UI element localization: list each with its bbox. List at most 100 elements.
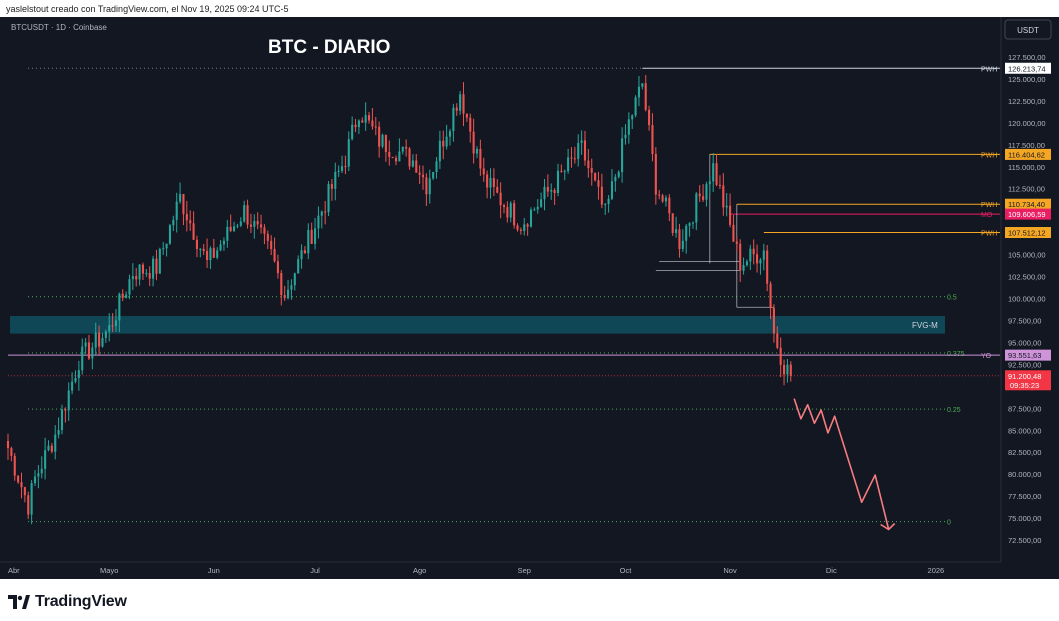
candle-down — [519, 229, 522, 232]
currency-button-label: USDT — [1017, 26, 1039, 35]
candle-up — [77, 370, 80, 379]
candle-down — [276, 261, 279, 274]
x-tick-label: Mayo — [100, 566, 118, 575]
y-tick-label: 127.500,00 — [1008, 53, 1046, 62]
candle-up — [54, 434, 57, 452]
candle-up — [199, 248, 202, 250]
candle-up — [145, 273, 148, 275]
candle-up — [631, 115, 634, 120]
price-tag-label: 126.213,74 — [1008, 64, 1046, 73]
candle-up — [610, 181, 614, 199]
time-axis[interactable]: Abr Mayo Jun Jul Ago Sep Oct Nov Dic 2026 — [8, 566, 944, 575]
candle-down — [270, 240, 273, 249]
candle-down — [597, 180, 600, 187]
candle-up — [691, 222, 694, 224]
candle-up — [567, 157, 570, 172]
candle-down — [671, 213, 674, 233]
projection-arrowhead — [880, 522, 896, 531]
candle-down — [185, 214, 188, 221]
candle-down — [405, 146, 408, 149]
attribution-text: yaslelstout creado con TradingView.com, … — [6, 4, 289, 14]
chart-frame: FVG-M 0.5 0.375 0.25 0 PWH PWH PWH MO PWH YO 72.5… — [0, 17, 1059, 579]
candle-up — [540, 199, 543, 207]
candlestick-chart[interactable]: FVG-M 0.5 0.375 0.25 0 PWH PWH PWH MO PWH YO 72.5… — [0, 17, 1059, 579]
price-axis-bg — [1001, 17, 1059, 579]
candle-down — [280, 273, 283, 296]
candle-down — [573, 158, 576, 160]
candle-up — [40, 468, 43, 474]
candle-up — [695, 193, 698, 223]
candle-down — [425, 177, 428, 195]
candle-down — [698, 193, 701, 197]
candle-down — [98, 332, 101, 347]
candle-up — [428, 178, 431, 195]
candle-down — [384, 134, 387, 152]
candle-up — [445, 136, 448, 147]
candle-up — [523, 224, 526, 232]
candle-down — [17, 475, 20, 483]
currency-button[interactable]: USDT — [1004, 19, 1052, 40]
candle-up — [222, 240, 225, 245]
fvg-zone-label: FVG-M — [912, 321, 938, 330]
candle-down — [263, 227, 266, 234]
candle-up — [172, 219, 175, 226]
candle-up — [364, 115, 367, 123]
candle-up — [37, 473, 40, 477]
candle-down — [260, 224, 263, 228]
countdown-label: 09:35:23 — [1010, 381, 1039, 390]
x-tick-label: Sep — [518, 566, 531, 575]
candle-down — [654, 153, 657, 195]
candle-down — [408, 148, 411, 167]
candle-up — [401, 146, 404, 152]
y-tick-label: 72.500,00 — [1008, 536, 1041, 545]
fvg-zone — [10, 316, 945, 334]
candle-down — [367, 115, 371, 121]
candle-up — [624, 134, 627, 139]
tradingview-logo[interactable]: TradingView — [8, 591, 127, 613]
candle-down — [310, 229, 313, 244]
candle-down — [50, 445, 53, 452]
price-tag-pwh — [1005, 227, 1051, 239]
candle-down — [482, 168, 485, 175]
candle-down — [462, 94, 465, 114]
candle-up — [786, 364, 789, 375]
candle-up — [550, 190, 553, 192]
candle-down — [10, 448, 13, 456]
candle-up — [179, 194, 182, 202]
candle-down — [192, 223, 195, 240]
candle-up — [604, 203, 607, 205]
candle-up — [243, 205, 246, 222]
x-tick-label: Jul — [310, 566, 320, 575]
candle-down — [722, 185, 725, 208]
candle-up — [233, 226, 236, 231]
candle-down — [587, 160, 590, 169]
candle-down — [752, 248, 755, 255]
candle-up — [675, 229, 678, 233]
x-tick-label: Nov — [723, 566, 737, 575]
candle-up — [563, 171, 566, 173]
level-name-yo: YO — [981, 353, 992, 360]
candle-down — [27, 495, 30, 515]
candle-down — [469, 117, 472, 132]
tradingview-logo-icon — [8, 595, 30, 609]
candle-down — [506, 207, 509, 218]
candle-up — [435, 161, 438, 173]
candle-down — [756, 254, 759, 264]
candle-up — [634, 97, 637, 116]
candle-down — [455, 107, 458, 111]
y-tick-label: 75.000,00 — [1008, 514, 1041, 523]
y-tick-label: 105.000,00 — [1008, 251, 1046, 260]
candle-down — [229, 226, 232, 231]
candle-up — [688, 223, 691, 226]
candle-up — [685, 225, 688, 241]
candle-down — [465, 113, 468, 118]
price-tags-layer: 126.213,74 116.404,62 110.734,40109.606,59… — [1005, 62, 1051, 391]
y-tick-label: 112.500,00 — [1008, 185, 1045, 194]
candle-down — [526, 224, 529, 227]
candle-up — [438, 140, 441, 162]
candle-down — [776, 333, 779, 348]
candle-up — [114, 320, 118, 327]
candle-up — [118, 293, 121, 321]
candle-up — [614, 176, 617, 182]
candle-up — [317, 215, 320, 229]
